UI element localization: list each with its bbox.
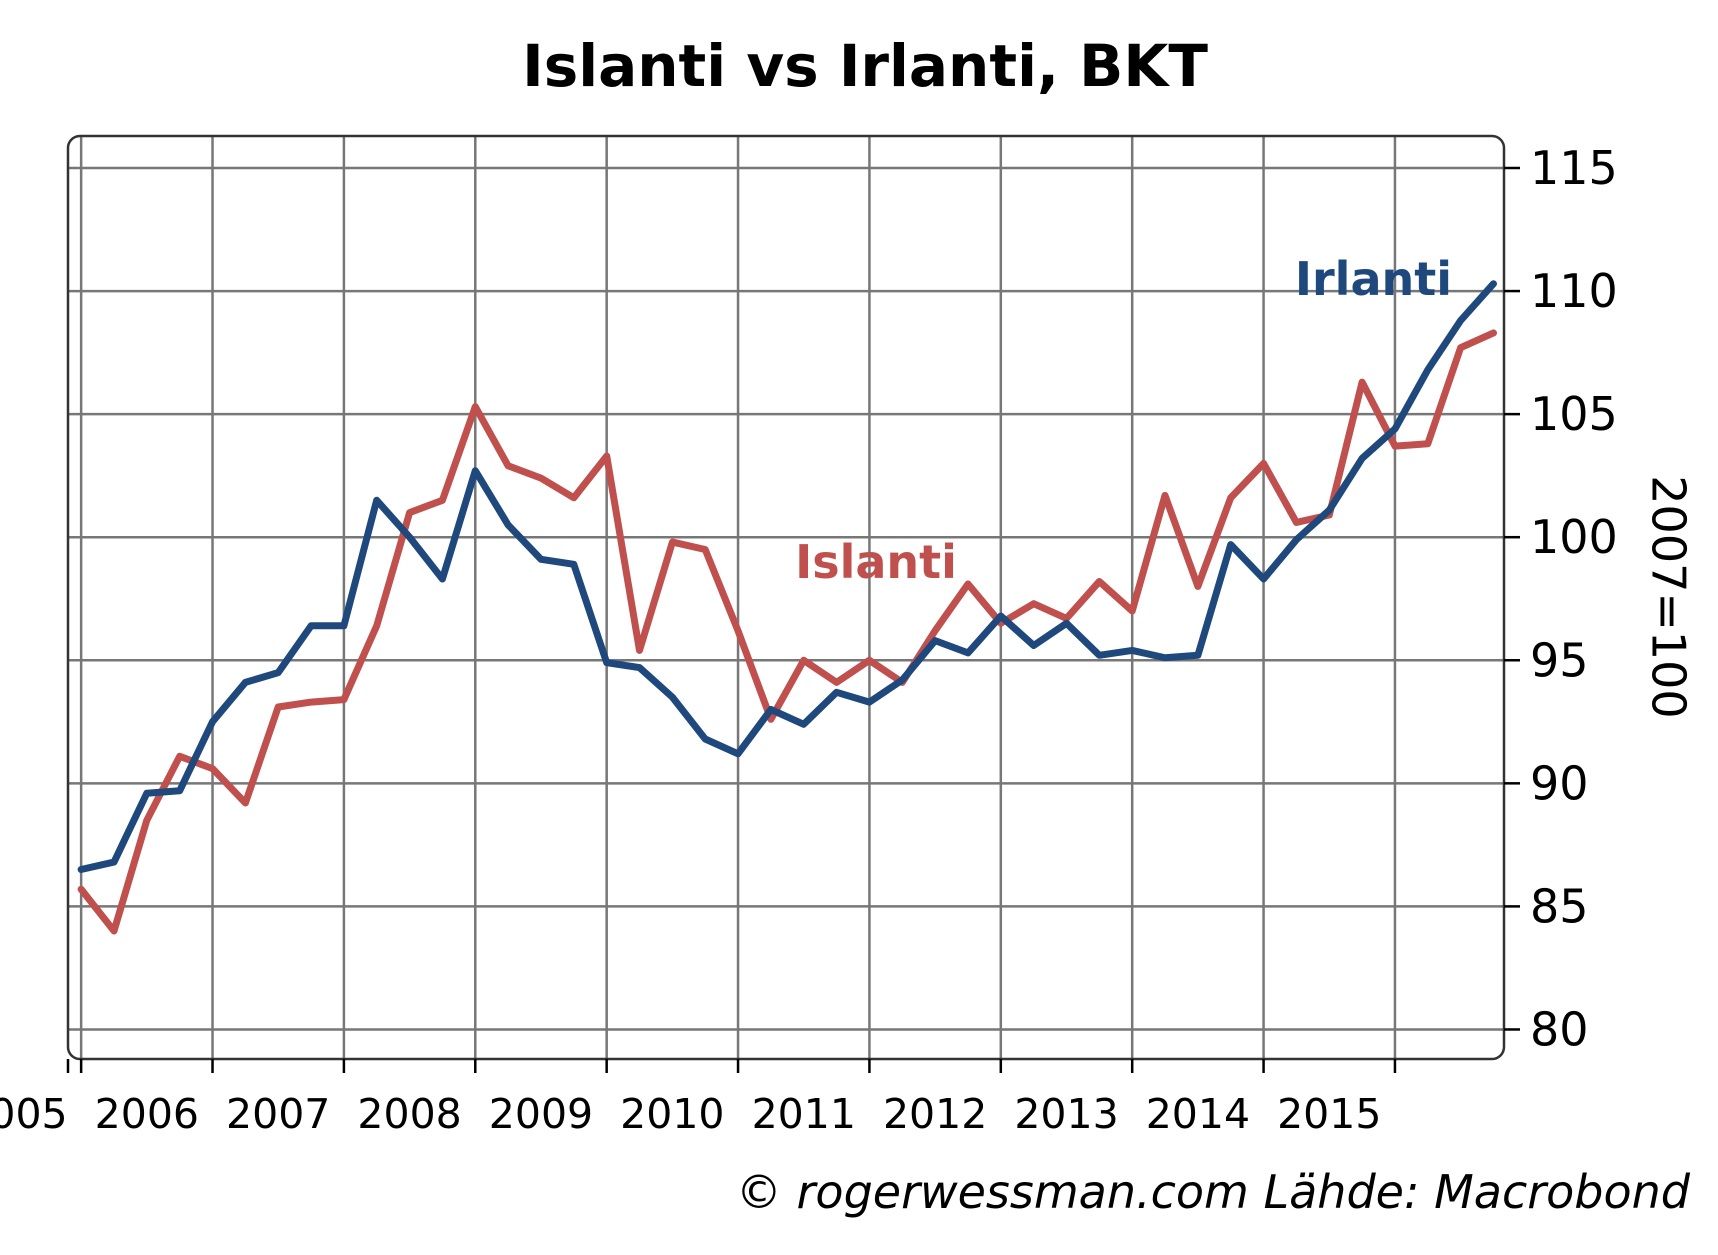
x-tick-label: 2012 <box>883 1090 987 1138</box>
x-tick-label: 2013 <box>1014 1090 1118 1138</box>
series-line-islanti <box>77 329 1497 935</box>
x-tick-label: 2006 <box>95 1090 199 1138</box>
x-tick-label: 2010 <box>620 1090 724 1138</box>
series-line-irlanti <box>77 280 1497 873</box>
series-label-irlanti: Irlanti <box>1295 252 1452 306</box>
y-tick-label: 105 <box>1530 387 1618 441</box>
axis-ticks: 80 85 90 95 100 105 110 115 2005 2006 2007 2008 2009… <box>0 141 1618 1138</box>
x-tick-label: 2015 <box>1277 1090 1381 1138</box>
x-tick-label: 2005 <box>0 1090 68 1138</box>
y-axis-label: 2007=100 <box>1642 475 1696 718</box>
series-label-islanti: Islanti <box>795 535 957 589</box>
x-tick-label: 2009 <box>489 1090 593 1138</box>
x-tick-label: 2007 <box>226 1090 330 1138</box>
y-tick-label: 80 <box>1530 1002 1589 1056</box>
y-tick-label: 115 <box>1530 141 1618 195</box>
y-tick-label: 90 <box>1530 756 1589 810</box>
plot-frame <box>66 134 1506 1061</box>
y-tick-label: 110 <box>1530 264 1618 318</box>
x-tick-label: 2008 <box>357 1090 461 1138</box>
y-tick-label: 100 <box>1530 510 1618 564</box>
x-tick-label: 2014 <box>1146 1090 1250 1138</box>
source-credit: © rogerwessman.com Lähde: Macrobond <box>736 1165 1691 1219</box>
chart-title: Islanti vs Irlanti, BKT <box>522 32 1208 100</box>
series-lines <box>77 280 1497 935</box>
y-tick-label: 85 <box>1530 879 1589 933</box>
x-tick-label: 2011 <box>752 1090 856 1138</box>
y-tick-label: 95 <box>1530 633 1589 687</box>
grid <box>68 136 1504 1059</box>
